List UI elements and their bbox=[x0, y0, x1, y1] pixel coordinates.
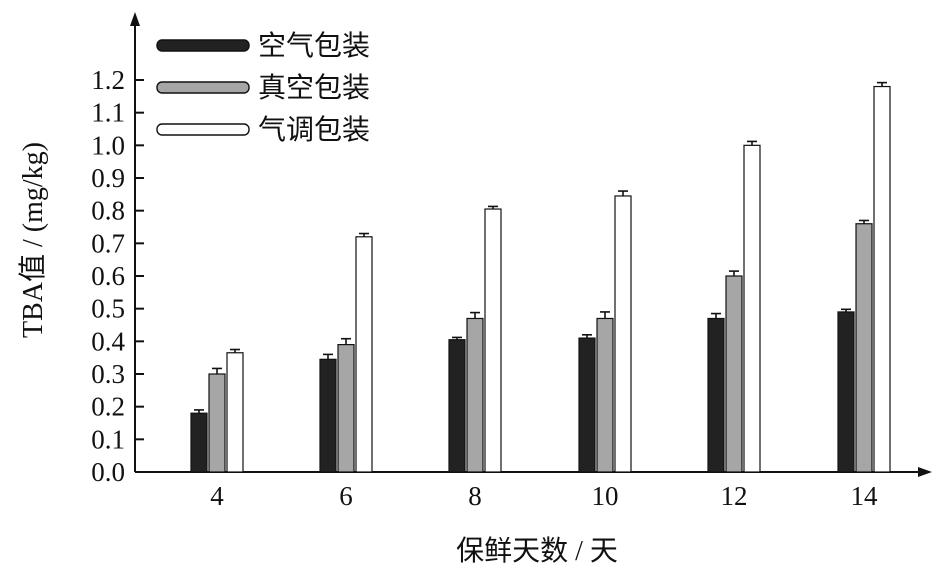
bar-2 bbox=[466, 317, 484, 473]
bar-2 bbox=[337, 344, 355, 473]
x-tick-label: 10 bbox=[592, 481, 619, 511]
y-tick-label: 0.8 bbox=[91, 196, 125, 226]
x-tick-label: 8 bbox=[468, 481, 482, 511]
y-tick-label: 0.6 bbox=[91, 261, 125, 291]
x-tick-label: 4 bbox=[210, 481, 224, 511]
bar-2 bbox=[208, 373, 226, 473]
x-axis-arrow bbox=[918, 467, 932, 477]
bar-group bbox=[190, 81, 891, 473]
y-axis-arrow bbox=[130, 12, 140, 26]
bar-2 bbox=[596, 317, 614, 473]
y-tick-label: 1.1 bbox=[91, 98, 125, 128]
y-tick-label: 0.2 bbox=[91, 392, 125, 422]
x-tick-group: 4 6 8 10 12 14 bbox=[210, 481, 878, 511]
x-axis-label: 保鲜天数 / 天 bbox=[456, 535, 618, 567]
bar-2 bbox=[725, 275, 743, 473]
bar-1 bbox=[837, 311, 855, 473]
bar-1 bbox=[190, 412, 208, 473]
legend-swatch bbox=[156, 39, 250, 52]
y-tick-group: 0.00.10.20.30.40.50.60.70.80.91.01.11.2 bbox=[91, 65, 144, 487]
y-axis-label: TBA值 / (mg/kg) bbox=[17, 142, 49, 338]
bar-1 bbox=[319, 358, 337, 473]
legend-label: 空气包装 bbox=[258, 30, 370, 62]
bar-3 bbox=[355, 236, 373, 473]
bar-3 bbox=[873, 85, 891, 473]
bar-3 bbox=[743, 144, 761, 473]
y-tick-label: 0.7 bbox=[91, 228, 125, 258]
legend-swatch bbox=[156, 123, 250, 136]
y-tick-label: 1.2 bbox=[91, 65, 125, 95]
bar-2 bbox=[855, 223, 873, 473]
x-tick-label: 14 bbox=[851, 481, 879, 511]
y-tick-label: 1.0 bbox=[91, 130, 125, 160]
y-tick-label: 0.5 bbox=[91, 294, 125, 324]
legend-swatch bbox=[156, 81, 250, 94]
y-tick-label: 0.9 bbox=[91, 163, 125, 193]
y-tick-label: 0.4 bbox=[91, 326, 125, 356]
x-tick-label: 12 bbox=[721, 481, 748, 511]
bar-1 bbox=[707, 317, 725, 473]
y-tick-label: 0.0 bbox=[91, 457, 125, 487]
legend-label: 气调包装 bbox=[258, 114, 370, 146]
bar-3 bbox=[226, 352, 244, 473]
bar-1 bbox=[448, 339, 466, 473]
bar-3 bbox=[614, 195, 632, 473]
bar-3 bbox=[484, 208, 502, 473]
legend-label: 真空包装 bbox=[258, 72, 370, 104]
y-tick-label: 0.3 bbox=[91, 359, 125, 389]
y-tick-label: 0.1 bbox=[91, 424, 125, 454]
x-tick-label: 6 bbox=[339, 481, 353, 511]
bar-1 bbox=[578, 337, 596, 473]
